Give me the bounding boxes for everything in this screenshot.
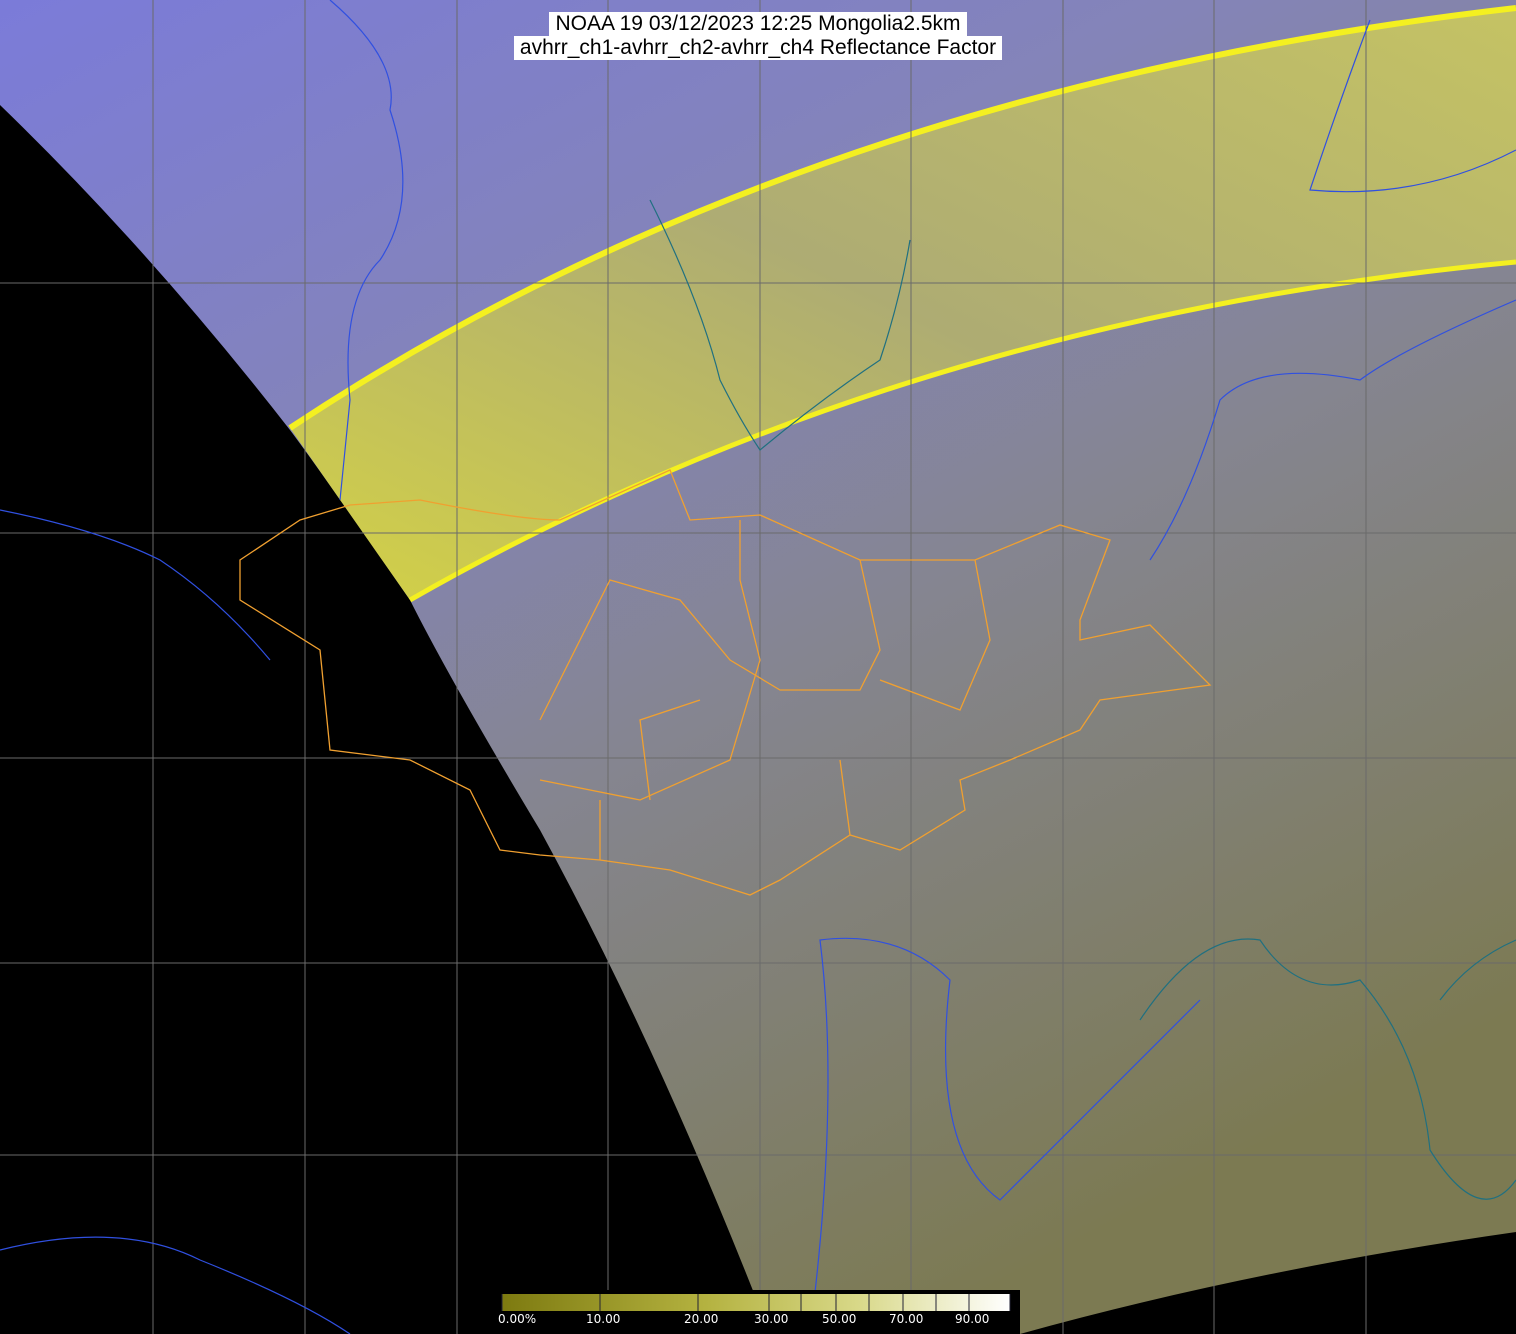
colorbar-gradient: [502, 1294, 1010, 1311]
colorbar-label-50: 50.00: [822, 1312, 857, 1326]
noise-band-edge-bottom: [408, 259, 1516, 603]
noise-band-edge-top: [288, 5, 1516, 431]
colorbar-label-0: 0.00%: [498, 1312, 537, 1326]
title-line-2: avhrr_ch1-avhrr_ch2-avhrr_ch4 Reflectanc…: [513, 36, 1003, 60]
coastlines: [649, 199, 1516, 1200]
colorbar-label-20: 20.00: [684, 1312, 719, 1326]
colorbar-label-30: 30.00: [754, 1312, 789, 1326]
colorbar: [498, 1290, 1020, 1334]
colorbar-label-90: 90.00: [955, 1312, 990, 1326]
colorbar-label-10: 10.00: [586, 1312, 621, 1326]
noise-band: [290, 8, 1516, 600]
title-line-1: NOAA 19 03/12/2023 12:25 Mongolia2.5km: [549, 12, 967, 36]
colorbar-label-70: 70.00: [889, 1312, 924, 1326]
map-title: NOAA 19 03/12/2023 12:25 Mongolia2.5km a…: [0, 12, 1516, 60]
mongolia-borders: [239, 469, 1212, 896]
